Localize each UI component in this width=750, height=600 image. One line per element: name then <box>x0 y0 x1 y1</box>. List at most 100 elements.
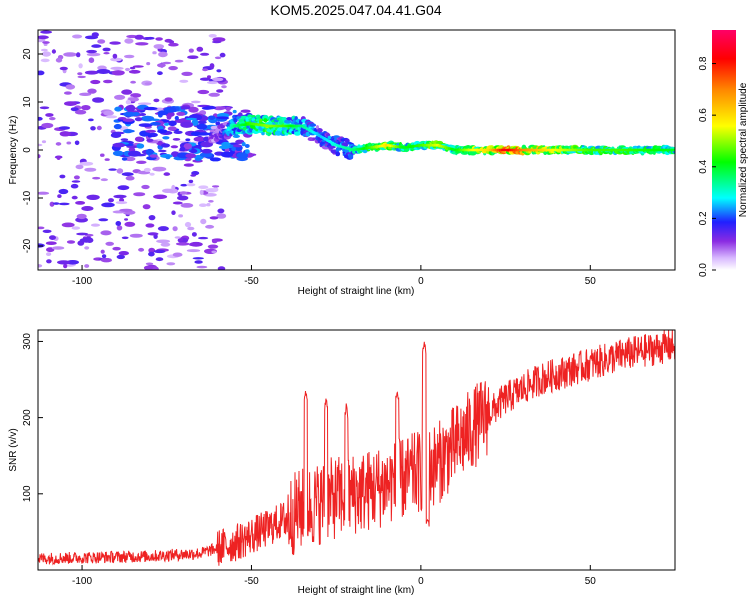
spectrogram-cell <box>42 41 50 44</box>
spectrogram-cell <box>212 77 224 82</box>
y-tick-label: 200 <box>22 409 33 426</box>
spectrogram-cell <box>130 80 137 84</box>
spectrogram-cell <box>177 195 189 201</box>
spectrogram-cell <box>196 132 211 136</box>
spectrogram-cell <box>209 216 219 220</box>
spectrogram-cell <box>76 52 81 58</box>
spectrogram-cell <box>162 188 174 193</box>
spectrogram-cell <box>115 221 122 226</box>
spectrogram-cell <box>142 204 151 210</box>
colorbar-ticks: 0.0 0.2 0.4 0.6 0.8 <box>698 56 716 277</box>
spectrogram-cell <box>124 221 136 227</box>
spectrogram-cell <box>167 126 177 131</box>
spectrogram-cell <box>92 176 101 180</box>
spectrogram-cell <box>124 54 135 59</box>
spectrogram-cell <box>172 252 183 257</box>
spectrogram-cell <box>156 239 171 244</box>
spectrogram-cell <box>55 142 62 146</box>
spectrogram-cell <box>180 121 194 128</box>
colorbar-tick-label: 0.8 <box>698 56 709 70</box>
spectrogram-cell <box>148 215 156 221</box>
spectrogram-cell <box>286 117 292 121</box>
spectrogram-cell <box>150 121 161 126</box>
spectrogram-cell <box>64 101 77 106</box>
spectrogram-cell <box>121 236 129 240</box>
spectrogram-cell <box>87 88 97 94</box>
spectrogram-cell <box>74 140 80 146</box>
spectrogram-cell <box>164 122 169 126</box>
spectrogram-cell <box>241 142 246 147</box>
spectrogram-cell <box>281 117 287 121</box>
spectrogram-cell <box>212 40 222 44</box>
spectrogram-cell <box>196 123 208 130</box>
spectrogram-cell <box>112 142 126 148</box>
spectrogram-cell <box>138 123 153 127</box>
spectrogram-cell <box>172 201 183 205</box>
spectrogram-cell <box>134 34 144 40</box>
spectrogram-cell <box>171 210 176 215</box>
x-tick-label: -50 <box>244 576 259 587</box>
spectrogram-cell <box>348 153 354 159</box>
spectrogram-cell <box>81 105 91 111</box>
spectrogram-cell <box>42 229 52 233</box>
spectrogram-cell <box>168 66 178 71</box>
spectrogram-cell <box>244 144 250 148</box>
spectrogram-cell <box>231 146 236 152</box>
spectrogram-cell <box>49 201 55 207</box>
spectrogram-cell <box>175 242 190 246</box>
spectrogram-cell <box>75 164 84 170</box>
spectrogram-cell <box>70 107 79 112</box>
spectrogram-cell <box>153 249 166 254</box>
spectrogram-cell <box>121 89 133 95</box>
x-tick-label: 50 <box>585 276 597 287</box>
spectrogram-cell <box>236 116 240 120</box>
colorbar-ramp <box>712 30 736 270</box>
spectrogram-cell <box>168 42 179 47</box>
spectrogram-cell <box>147 232 159 236</box>
spectrogram-cell <box>207 81 218 85</box>
spectrogram-cell <box>110 132 122 138</box>
spectrogram-cell <box>179 191 188 195</box>
spectrogram-cell <box>209 129 215 133</box>
spectrogram-cell <box>164 97 173 102</box>
spectrogram-cell <box>113 123 122 130</box>
spectrogram-cell <box>174 115 179 121</box>
spectrogram-cell <box>157 63 166 68</box>
spectrogram-cell <box>110 66 124 70</box>
spectrogram-cell <box>186 183 196 187</box>
spectrogram-cell <box>38 116 43 121</box>
spectrogram-cell <box>185 138 191 142</box>
spectrogram-cell <box>148 251 155 257</box>
spectrogram-cell <box>141 184 150 190</box>
spectrogram-cell <box>190 100 201 104</box>
spectrogram-cell <box>125 105 136 112</box>
spectrogram-cell <box>129 233 143 238</box>
colorbar-tick-label: 0.4 <box>698 159 709 173</box>
spectrogram-cell <box>124 218 129 221</box>
spectrogram-cell <box>195 157 202 162</box>
spectrogram-cell <box>152 166 167 172</box>
spectrogram-cell <box>71 226 81 230</box>
spectrogram-y-axis-label: Frequency (Hz) <box>8 116 19 185</box>
spectrogram-cell <box>225 106 231 111</box>
spectrogram-cell <box>180 203 194 208</box>
spectrogram-cell <box>112 53 118 59</box>
spectrogram-cell <box>327 145 336 149</box>
spectrogram-cell <box>132 112 140 116</box>
spectrogram-cell <box>58 126 71 130</box>
spectrogram-cell <box>129 66 136 70</box>
spectrogram-cell <box>125 67 130 72</box>
spectrogram-cell <box>268 131 272 135</box>
spectrogram-cell <box>216 89 224 93</box>
spectrogram-cell <box>218 106 226 110</box>
spectrogram-cell <box>179 79 189 83</box>
spectrogram-cell <box>198 236 209 240</box>
spectrogram-cell <box>90 126 96 131</box>
spectrogram-cell <box>197 89 210 95</box>
spectrogram-cell <box>146 138 154 142</box>
spectrogram-cell <box>206 203 211 207</box>
colorbar-tick-label: 0.2 <box>698 211 709 225</box>
spectrogram-cell <box>185 117 198 121</box>
spectrogram-cell <box>71 180 81 183</box>
snr-panel: -100 -50 0 50 100 200 300 Height of straight … <box>8 329 676 596</box>
